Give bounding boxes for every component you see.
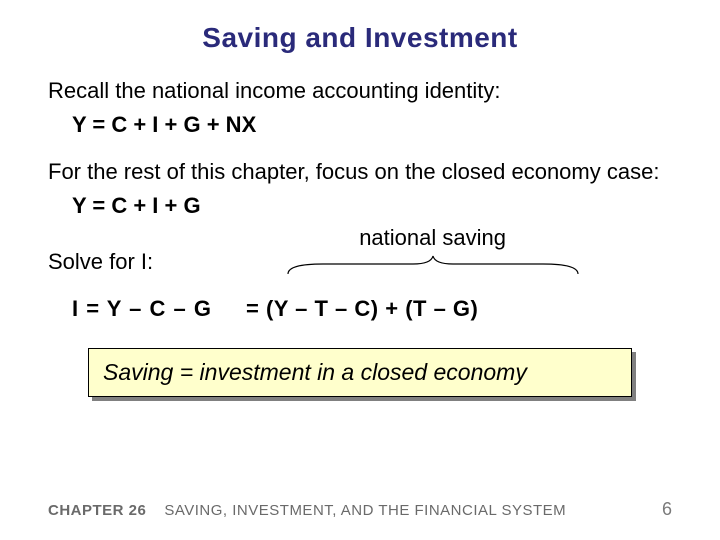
equation-i-left: I = Y – C – G bbox=[72, 294, 212, 324]
paragraph-closed: For the rest of this chapter, focus on t… bbox=[48, 157, 672, 187]
national-saving-group: national saving bbox=[193, 223, 672, 277]
equation-open-economy: Y = C + I + G + NX bbox=[48, 110, 672, 140]
page-number: 6 bbox=[662, 499, 672, 520]
chapter-title: SAVING, INVESTMENT, AND THE FINANCIAL SY… bbox=[164, 502, 566, 519]
equation-i-right: = (Y – T – C) + (T – G) bbox=[246, 294, 478, 324]
brace-icon bbox=[283, 254, 583, 276]
highlight-box: Saving = investment in a closed economy bbox=[88, 348, 632, 397]
final-equation-row: I = Y – C – G = (Y – T – C) + (T – G) bbox=[48, 294, 672, 324]
slide-content: Recall the national income accounting id… bbox=[0, 54, 720, 397]
paragraph-recall: Recall the national income accounting id… bbox=[48, 76, 672, 106]
slide-title: Saving and Investment bbox=[0, 0, 720, 54]
national-saving-label: national saving bbox=[193, 223, 672, 253]
equation-closed-economy: Y = C + I + G bbox=[48, 191, 672, 221]
solve-for-i-label: Solve for I: bbox=[48, 247, 193, 277]
solve-row: Solve for I: national saving bbox=[48, 223, 672, 277]
chapter-number: CHAPTER 26 bbox=[48, 502, 146, 519]
slide-footer: CHAPTER 26 SAVING, INVESTMENT, AND THE F… bbox=[48, 499, 672, 520]
